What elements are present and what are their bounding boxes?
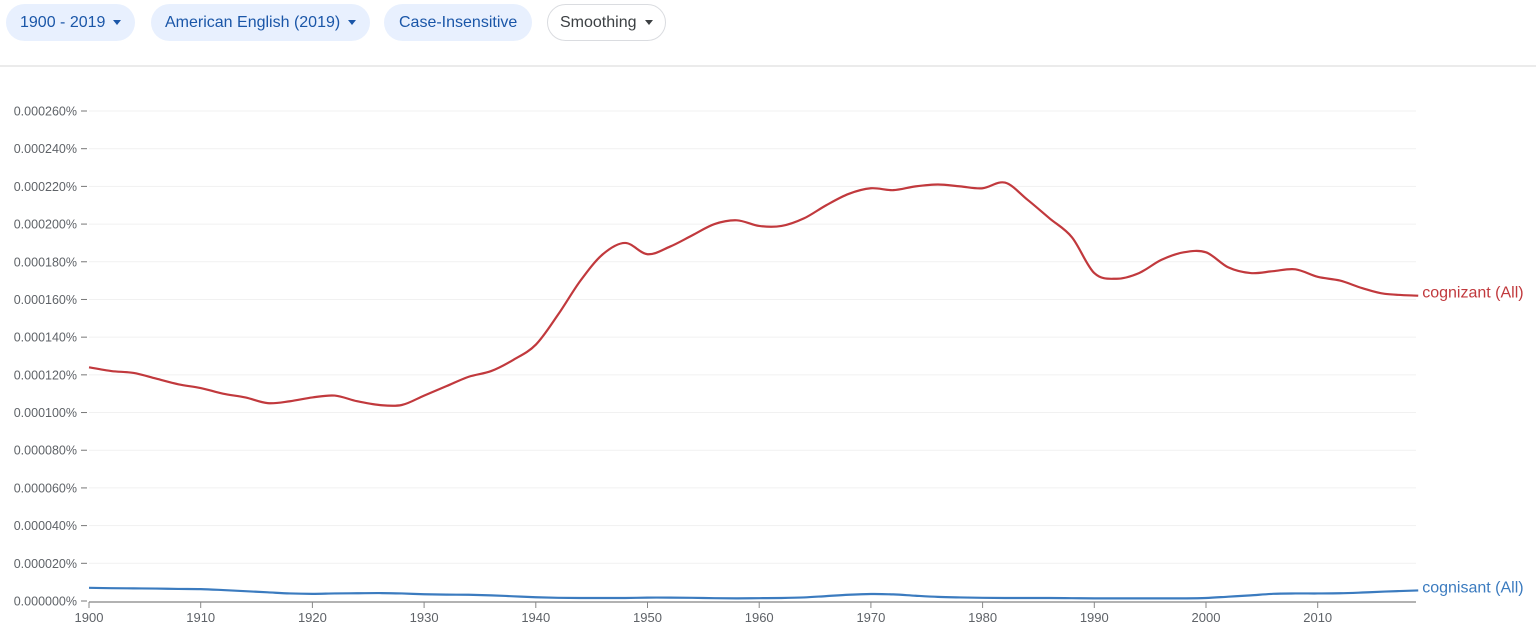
x-tick-label: 1990 bbox=[1080, 610, 1109, 625]
x-tick-label: 2000 bbox=[1192, 610, 1221, 625]
x-tick-label: 2010 bbox=[1303, 610, 1332, 625]
x-tick-label: 1940 bbox=[521, 610, 550, 625]
series-label-cognisant[interactable]: cognisant (All) bbox=[1422, 579, 1523, 596]
y-tick-label: 0.000060% bbox=[14, 481, 77, 495]
y-tick-label: 0.000120% bbox=[14, 368, 77, 382]
y-tick-label: 0.000000% bbox=[14, 595, 77, 609]
toolbar-divider bbox=[0, 65, 1536, 67]
x-tick-label: 1930 bbox=[410, 610, 439, 625]
x-tick-label: 1920 bbox=[298, 610, 327, 625]
y-tick-label: 0.000260% bbox=[14, 105, 77, 119]
year-range-dropdown[interactable]: 1900 - 2019 bbox=[6, 4, 136, 41]
smoothing-dropdown[interactable]: Smoothing bbox=[547, 4, 666, 41]
chevron-down-icon bbox=[113, 20, 122, 25]
y-tick-label: 0.000240% bbox=[14, 142, 77, 156]
x-tick-label: 1980 bbox=[968, 610, 997, 625]
x-axis: 1900 1910 1920 1930 1940 1950 1960 1970 1980 1990… bbox=[75, 601, 1416, 625]
y-axis: 0.000000% 0.000020% 0.000040% 0.000060% 0.00… bbox=[14, 105, 87, 609]
query-toolbar: 1900 - 2019 American English (2019) Case… bbox=[0, 0, 1536, 65]
series-labels: cognizant (All) cognisant (All) bbox=[1422, 285, 1523, 597]
y-tick-label: 0.000220% bbox=[14, 180, 77, 194]
smoothing-label: Smoothing bbox=[560, 13, 637, 31]
y-tick-label: 0.000140% bbox=[14, 331, 77, 345]
x-tick-label: 1950 bbox=[633, 610, 662, 625]
x-tick-label: 1970 bbox=[856, 610, 885, 625]
x-tick-label: 1910 bbox=[186, 610, 215, 625]
case-insensitive-label: Case-Insensitive bbox=[399, 13, 518, 31]
line-cognizant[interactable] bbox=[88, 181, 1419, 407]
y-tick-label: 0.000100% bbox=[14, 406, 77, 420]
series-lines bbox=[88, 181, 1419, 600]
y-tick-label: 0.000080% bbox=[14, 444, 77, 458]
year-range-label: 1900 - 2019 bbox=[20, 13, 106, 31]
chevron-down-icon bbox=[348, 20, 357, 25]
y-tick-label: 0.000180% bbox=[14, 255, 77, 269]
series-label-cognizant[interactable]: cognizant (All) bbox=[1422, 285, 1523, 302]
chevron-down-icon bbox=[644, 20, 653, 25]
gridlines bbox=[89, 110, 1416, 564]
y-tick-label: 0.000020% bbox=[14, 557, 77, 571]
y-tick-label: 0.000200% bbox=[14, 218, 77, 232]
x-tick-label: 1960 bbox=[745, 610, 774, 625]
x-tick-label: 1900 bbox=[75, 610, 104, 625]
y-tick-label: 0.000040% bbox=[14, 519, 77, 533]
y-tick-label: 0.000160% bbox=[14, 293, 77, 307]
line-cognisant[interactable] bbox=[88, 586, 1419, 600]
case-insensitive-toggle[interactable]: Case-Insensitive bbox=[384, 4, 533, 41]
corpus-label: American English (2019) bbox=[165, 13, 341, 31]
corpus-dropdown[interactable]: American English (2019) bbox=[151, 4, 371, 41]
